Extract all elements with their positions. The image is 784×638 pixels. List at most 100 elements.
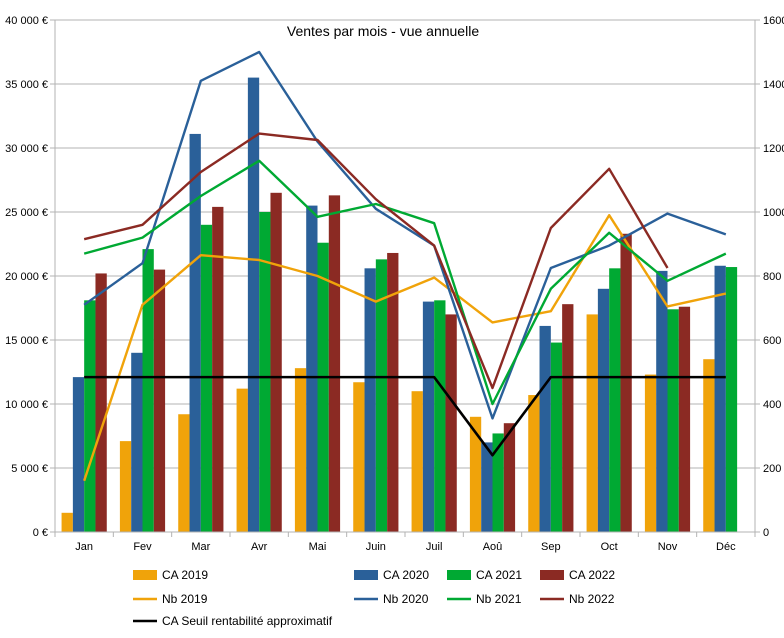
bar-ca-2021-juin	[375, 259, 388, 532]
bar-ca-2019-sep	[528, 395, 540, 532]
bar-ca-2020-mai	[306, 205, 318, 532]
y-right-tick-label-2: 400	[763, 399, 781, 411]
bar-ca-2021-avr	[259, 212, 271, 532]
line-seuil-rentabilite	[84, 375, 726, 457]
bar-ca-2022-sep	[562, 304, 574, 532]
bar-ca-2022-aoû	[503, 423, 516, 532]
y-right-tick-label-1: 200	[763, 463, 781, 475]
y-right-tick-label-8: 1600	[763, 15, 784, 27]
bar-ca-2019-mar	[178, 414, 190, 532]
legend-label-ca-2020: CA 2020	[383, 568, 429, 582]
bar-ca-2021-nov	[667, 309, 679, 532]
bar-ca-2021-fev	[142, 249, 154, 532]
line-nb-2021	[83, 159, 727, 406]
legend-label-ca-2021: CA 2021	[476, 568, 522, 582]
bar-ca-2019-avr	[236, 388, 248, 532]
bar-ca-2022-oct	[620, 233, 632, 532]
legend-swatch-ca-2022	[540, 570, 564, 580]
bar-ca-2022-avr	[270, 192, 282, 533]
grid	[55, 19, 755, 533]
x-tick-label-mar: Mar	[191, 541, 210, 553]
y-left-tick-label-8: 40 000 €	[5, 15, 48, 27]
y-left-tick-label-4: 20 000 €	[5, 271, 48, 283]
x-tick-label-oct: Oct	[601, 541, 618, 553]
bar-ca-2022-juil	[445, 314, 457, 532]
bar-ca-2020-déc	[714, 265, 726, 532]
x-tick-label-juin: Juin	[366, 541, 386, 553]
bar-ca-2020-avr	[247, 77, 260, 532]
bars	[61, 77, 738, 533]
bar-ca-2020-aoû	[481, 442, 493, 532]
legend-swatch-ca-2020	[354, 570, 378, 580]
bar-ca-2022-juin	[387, 252, 399, 532]
y-left-tick-label-0: 0 €	[33, 527, 48, 539]
bar-ca-2021-sep	[550, 342, 563, 532]
bar-ca-2019-nov	[644, 374, 657, 532]
bar-ca-2019-aoû	[469, 416, 482, 532]
bar-ca-2019-déc	[703, 359, 715, 532]
legend-label-nb-2021: Nb 2021	[476, 592, 522, 606]
y-left-tick-label-2: 10 000 €	[5, 399, 48, 411]
legend-swatch-ca-2021	[447, 570, 471, 580]
bar-ca-2020-fev	[131, 352, 143, 532]
bar-ca-2022-mai	[328, 195, 341, 533]
y-left-tick-label-7: 35 000 €	[5, 79, 48, 91]
y-right-tick-label-7: 1400	[763, 79, 784, 91]
x-tick-label-sep: Sep	[541, 541, 561, 553]
bar-ca-2019-mai	[294, 368, 307, 532]
bar-ca-2021-oct	[609, 268, 621, 532]
bar-ca-2019-jan	[61, 512, 73, 532]
legend-label-nb-2020: Nb 2020	[383, 592, 429, 606]
y-right-tick-label-0: 0	[763, 527, 769, 539]
y-left-tick-label-3: 15 000 €	[5, 335, 48, 347]
legend-label-nb-2022: Nb 2022	[569, 592, 615, 606]
y-right-tick-label-3: 600	[763, 335, 781, 347]
legend-swatch-ca-2019	[133, 570, 157, 580]
bar-ca-2020-juil	[422, 301, 435, 532]
x-tick-label-aoû: Aoû	[483, 541, 503, 553]
lines	[83, 50, 727, 482]
line-nb-2022	[83, 132, 669, 390]
legend-label-ca-2022: CA 2022	[569, 568, 615, 582]
chart-title: Ventes par mois - vue annuelle	[287, 23, 479, 39]
bar-ca-2019-juin	[353, 382, 365, 532]
bar-ca-2022-fev	[153, 269, 166, 532]
y-left-tick-label-5: 25 000 €	[5, 207, 48, 219]
legend-label-nb-2019: Nb 2019	[162, 592, 208, 606]
x-tick-label-nov: Nov	[658, 541, 678, 553]
y-left-tick-label-1: 5 000 €	[11, 463, 48, 475]
y-right-tick-label-4: 800	[763, 271, 781, 283]
bar-ca-2020-sep	[539, 325, 551, 532]
bar-ca-2021-mai	[317, 242, 329, 532]
bar-ca-2019-juil	[411, 391, 423, 532]
y-left-tick-label-6: 30 000 €	[5, 143, 48, 155]
x-tick-label-juil: Juil	[426, 541, 443, 553]
legend-label-ca-seuil-rentabilit-approximatif: CA Seuil rentabilité approximatif	[162, 614, 333, 628]
x-tick-label-mai: Mai	[309, 541, 327, 553]
bar-ca-2020-nov	[656, 270, 668, 532]
bar-ca-2021-aoû	[492, 433, 504, 532]
line-nb-2019	[83, 213, 727, 482]
bar-ca-2022-jan	[95, 273, 107, 532]
x-tick-label-fev: Fev	[133, 541, 152, 553]
bar-ca-2020-juin	[364, 268, 376, 532]
bar-ca-2020-jan	[72, 377, 85, 532]
legend-label-ca-2019: CA 2019	[162, 568, 208, 582]
bar-ca-2022-mar	[212, 206, 224, 532]
y-right-tick-label-6: 1200	[763, 143, 784, 155]
bar-ca-2020-oct	[597, 288, 610, 532]
bar-ca-2019-oct	[586, 314, 598, 532]
x-tick-label-avr: Avr	[251, 541, 268, 553]
x-tick-label-jan: Jan	[75, 541, 93, 553]
bar-ca-2021-déc	[725, 267, 738, 532]
bar-ca-2022-nov	[678, 306, 691, 532]
bar-ca-2021-juil	[434, 300, 446, 532]
x-tick-label-déc: Déc	[716, 541, 736, 553]
bar-ca-2021-jan	[84, 300, 96, 532]
axes: 0 € 5 000 € 10 000 € 15 000 € 20 000 € 25 000…	[5, 15, 784, 553]
bar-ca-2019-fev	[119, 441, 132, 532]
bar-ca-2020-mar	[189, 133, 201, 533]
legend: CA 2019 CA 2020 CA 2021 CA 2022 Nb 2019 Nb 20…	[133, 568, 615, 628]
